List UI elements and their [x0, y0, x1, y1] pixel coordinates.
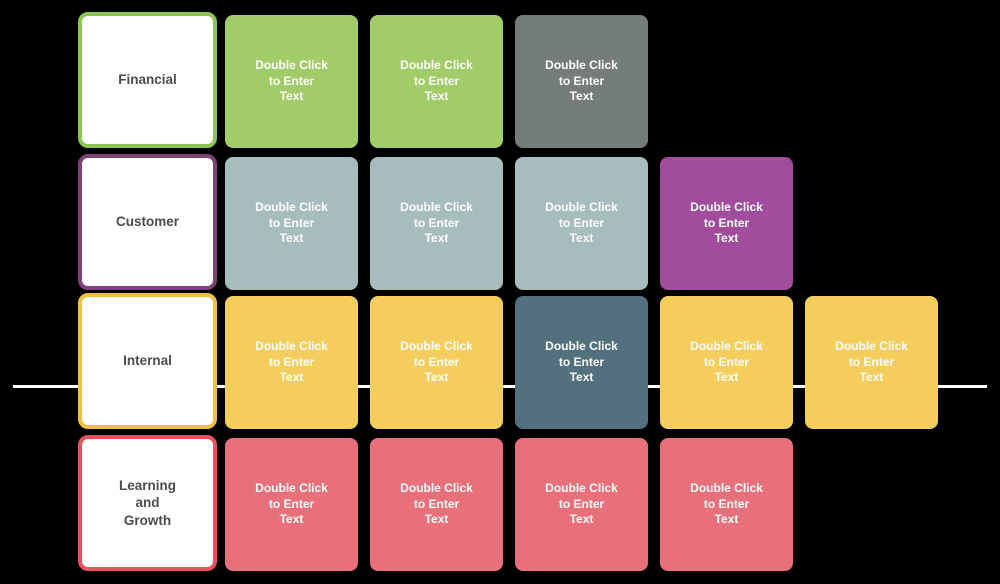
placeholder-text: Double Click to Enter Text [545, 58, 618, 104]
placeholder-text: Double Click to Enter Text [255, 481, 328, 527]
placeholder-text: Double Click to Enter Text [400, 200, 473, 246]
cell-internal-1[interactable]: Double Click to Enter Text [225, 296, 358, 429]
placeholder-text: Double Click to Enter Text [255, 58, 328, 104]
cell-customer-4[interactable]: Double Click to Enter Text [660, 157, 793, 290]
placeholder-text: Double Click to Enter Text [545, 339, 618, 385]
placeholder-text: Double Click to Enter Text [835, 339, 908, 385]
cell-learning-3[interactable]: Double Click to Enter Text [515, 438, 648, 571]
placeholder-text: Double Click to Enter Text [690, 481, 763, 527]
placeholder-text: Double Click to Enter Text [255, 339, 328, 385]
cell-internal-3[interactable]: Double Click to Enter Text [515, 296, 648, 429]
placeholder-text: Double Click to Enter Text [545, 200, 618, 246]
cell-financial-2[interactable]: Double Click to Enter Text [370, 15, 503, 148]
placeholder-text: Double Click to Enter Text [690, 339, 763, 385]
cell-customer-1[interactable]: Double Click to Enter Text [225, 157, 358, 290]
perspective-label-financial: Financial [118, 72, 177, 88]
placeholder-text: Double Click to Enter Text [400, 58, 473, 104]
placeholder-text: Double Click to Enter Text [690, 200, 763, 246]
cell-financial-3[interactable]: Double Click to Enter Text [515, 15, 648, 148]
cell-learning-1[interactable]: Double Click to Enter Text [225, 438, 358, 571]
perspective-label-learning: Learning and Growth [118, 477, 176, 528]
cell-internal-5[interactable]: Double Click to Enter Text [805, 296, 938, 429]
cell-internal-4[interactable]: Double Click to Enter Text [660, 296, 793, 429]
cell-internal-2[interactable]: Double Click to Enter Text [370, 296, 503, 429]
placeholder-text: Double Click to Enter Text [255, 200, 328, 246]
perspective-header-customer[interactable]: Customer [78, 154, 217, 290]
cell-learning-2[interactable]: Double Click to Enter Text [370, 438, 503, 571]
placeholder-text: Double Click to Enter Text [400, 339, 473, 385]
placeholder-text: Double Click to Enter Text [545, 481, 618, 527]
placeholder-text: Double Click to Enter Text [400, 481, 473, 527]
cell-customer-2[interactable]: Double Click to Enter Text [370, 157, 503, 290]
perspective-header-internal[interactable]: Internal [78, 293, 217, 429]
perspective-header-financial[interactable]: Financial [78, 12, 217, 148]
perspective-header-learning[interactable]: Learning and Growth [78, 435, 217, 571]
perspective-label-customer: Customer [115, 214, 179, 230]
cell-financial-1[interactable]: Double Click to Enter Text [225, 15, 358, 148]
perspective-label-internal: Internal [123, 353, 172, 369]
cell-learning-4[interactable]: Double Click to Enter Text [660, 438, 793, 571]
cell-customer-3[interactable]: Double Click to Enter Text [515, 157, 648, 290]
